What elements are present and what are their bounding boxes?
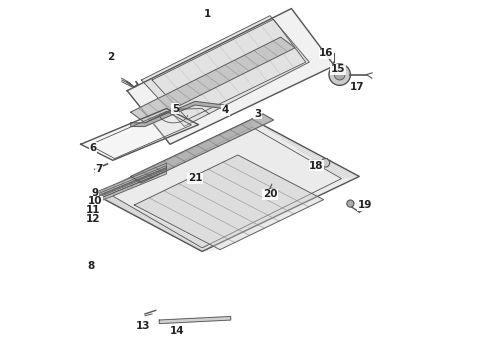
Text: 2: 2 [107, 52, 115, 62]
Text: 16: 16 [319, 48, 334, 58]
Polygon shape [127, 9, 334, 144]
Text: 7: 7 [96, 164, 103, 174]
Text: 6: 6 [90, 143, 97, 153]
Text: 14: 14 [170, 326, 184, 336]
Text: 8: 8 [87, 261, 94, 271]
Polygon shape [159, 316, 231, 324]
Text: 15: 15 [331, 64, 345, 74]
Circle shape [347, 200, 354, 207]
Polygon shape [97, 171, 167, 203]
Circle shape [321, 158, 330, 167]
Circle shape [267, 189, 273, 196]
Text: 18: 18 [309, 161, 324, 171]
Text: 21: 21 [188, 173, 202, 183]
Text: 3: 3 [254, 109, 261, 119]
Text: 17: 17 [350, 82, 365, 92]
Polygon shape [95, 119, 359, 251]
Polygon shape [81, 109, 198, 160]
Polygon shape [97, 163, 167, 196]
Text: 19: 19 [358, 200, 372, 210]
Text: 20: 20 [263, 189, 277, 199]
Text: 12: 12 [86, 214, 100, 224]
Polygon shape [97, 168, 167, 200]
Text: 9: 9 [92, 188, 98, 198]
Polygon shape [131, 37, 295, 123]
Text: 5: 5 [172, 104, 179, 113]
Polygon shape [131, 114, 273, 183]
Text: 11: 11 [86, 205, 100, 215]
Text: 13: 13 [136, 321, 150, 332]
Polygon shape [134, 155, 323, 249]
Text: 10: 10 [88, 197, 102, 206]
Circle shape [334, 69, 345, 80]
Circle shape [329, 64, 350, 85]
Polygon shape [131, 102, 223, 126]
Text: 4: 4 [221, 105, 229, 115]
Text: 1: 1 [204, 9, 211, 19]
Polygon shape [97, 166, 167, 198]
Polygon shape [142, 16, 309, 126]
